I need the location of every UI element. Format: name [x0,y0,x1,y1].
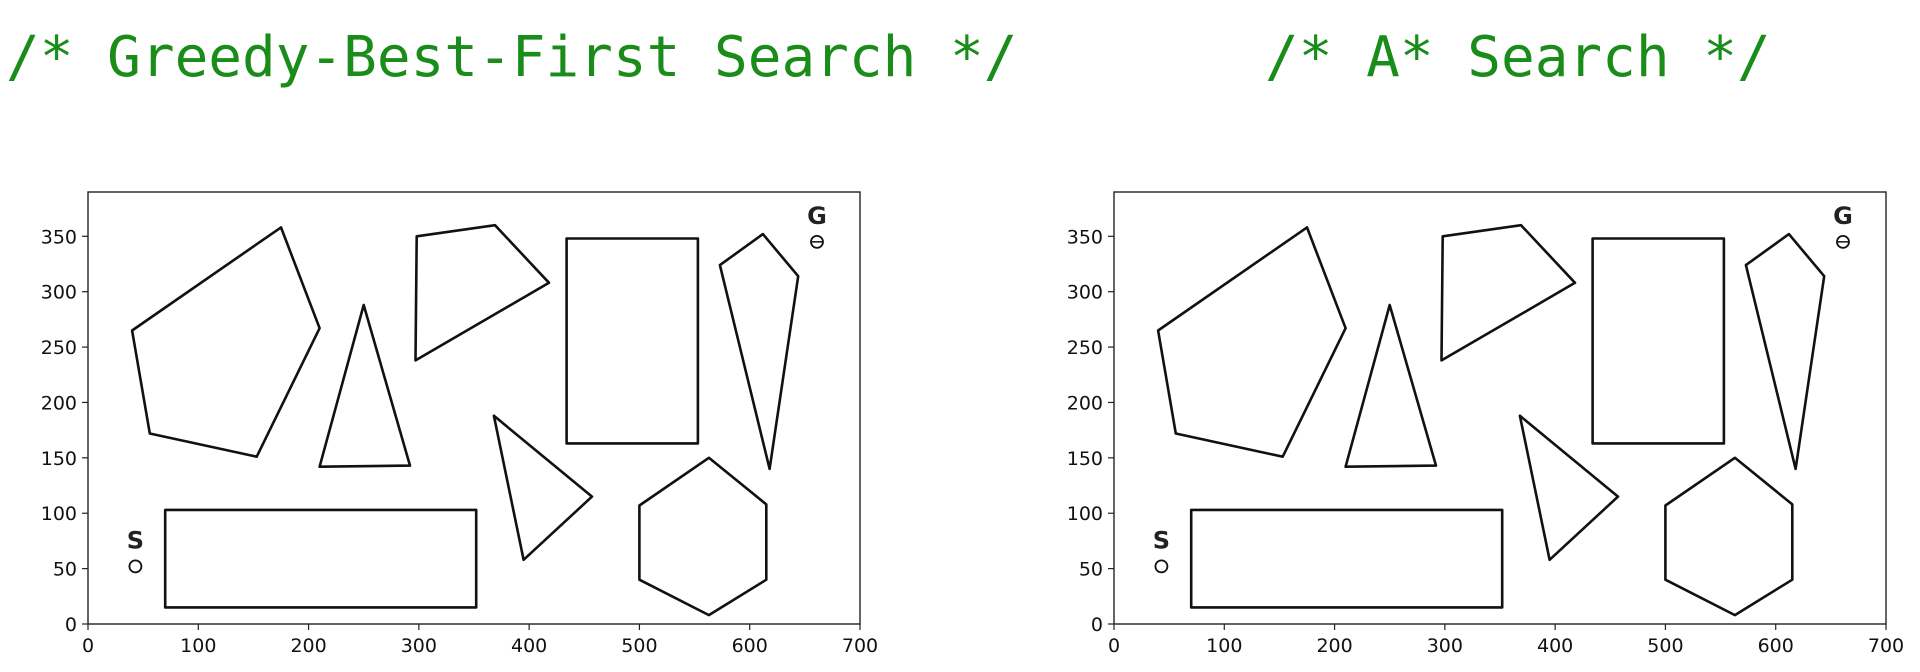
obstacle-rectangle-wide [1189,508,1504,609]
x-tick-label: 300 [1427,635,1463,657]
obstacle-pentagon [1156,226,1347,459]
obstacle-hexagon [638,456,768,617]
start-label: S [127,526,144,554]
a-star-plot: S G 0 100 200 300 400 500 600 700 0 50 100 150 200 250 3… [1026,180,1920,672]
y-tick-label: 300 [1067,282,1103,304]
y-tick-label: 250 [41,337,77,359]
obstacle-triangle-right [492,414,594,562]
x-tick-label: 400 [511,635,547,657]
obstacle-rectangle-wide [163,508,478,609]
start-marker [128,559,143,574]
obstacle-triangle-small [318,303,412,469]
a-star-svg: S G 0 100 200 300 400 500 600 700 0 50 100 150 200 250 3… [1067,191,1904,657]
obstacle-triangle-small [1344,303,1438,469]
x-tick-label: 700 [1868,635,1904,657]
goal-label: G [1833,202,1853,230]
x-tick-label: 100 [1206,635,1242,657]
y-tick-label: 200 [1067,392,1103,414]
x-tick-label: 0 [82,635,94,657]
start-label: S [1153,526,1170,554]
x-tick-label: 400 [1537,635,1573,657]
y-tick-label: 0 [65,614,77,636]
x-tick-label: 0 [1108,635,1120,657]
greedy-best-first-svg: S G 0 100 200 300 400 500 600 700 0 50 100 150 200 250 3… [41,191,878,657]
x-tick-label: 300 [401,635,437,657]
y-tick-label: 300 [41,282,77,304]
y-tick-label: 100 [1067,503,1103,525]
y-tick-label: 150 [41,448,77,470]
x-tick-label: 100 [180,635,216,657]
y-tick-label: 50 [1079,559,1103,581]
plot-frame [87,191,861,625]
y-tick-label: 100 [41,503,77,525]
obstacle-pentagon [130,226,321,459]
x-tick-label: 600 [1758,635,1794,657]
x-tick-label: 500 [1647,635,1683,657]
y-tick-label: 250 [1067,337,1103,359]
obstacle-rectangle-tall [1591,237,1726,445]
y-tick-label: 50 [53,559,77,581]
left-heading: /* Greedy-Best-First Search */ [6,25,1018,90]
y-tick-label: 350 [41,226,77,248]
y-tick-label: 200 [41,392,77,414]
right-heading: /* A* Search */ [1265,25,1771,90]
greedy-best-first-plot: S G 0 100 200 300 400 500 600 700 0 50 100 150 200 250 3… [0,180,940,672]
x-tick-label: 500 [621,635,657,657]
start-marker [1154,559,1169,574]
x-tick-label: 200 [290,635,326,657]
obstacle-hexagon [1664,456,1794,617]
x-tick-label: 200 [1316,635,1352,657]
plot-frame [1113,191,1887,625]
goal-label: G [807,202,827,230]
obstacle-quad-top [414,223,551,362]
y-tick-label: 150 [1067,448,1103,470]
y-tick-label: 0 [1091,614,1103,636]
obstacle-kite [1744,232,1826,471]
y-tick-label: 350 [1067,226,1103,248]
obstacle-kite [718,232,800,471]
obstacle-rectangle-tall [565,237,700,445]
obstacle-quad-top [1440,223,1577,362]
x-tick-label: 600 [732,635,768,657]
obstacle-triangle-right [1518,414,1620,562]
x-tick-label: 700 [842,635,878,657]
